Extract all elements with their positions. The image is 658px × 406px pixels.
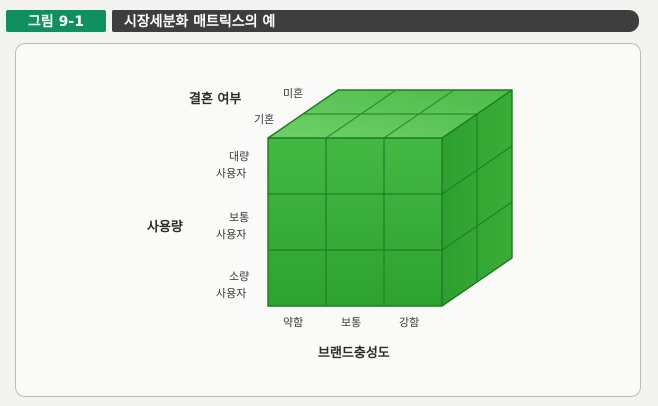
marriage-value-single: 미혼: [283, 87, 303, 100]
front-grid: [268, 138, 442, 306]
marriage-value-married: 기혼: [254, 113, 274, 126]
loyalty-axis-title: 브랜드충성도: [318, 345, 390, 361]
usage-heavy-line1: 대량: [229, 150, 249, 163]
figure-title: 시장세분화 매트릭스의 예: [112, 10, 639, 32]
loyalty-value-strong: 강함: [399, 316, 419, 329]
figure-number-badge: 그림 9-1: [6, 10, 106, 32]
top-grid: [303, 89, 477, 139]
cube-front-face: [268, 138, 442, 306]
marriage-axis-title: 결혼 여부: [189, 91, 241, 107]
cube-edges: [267, 89, 513, 307]
usage-medium-line2: 사용자: [216, 228, 246, 241]
loyalty-value-weak: 약함: [283, 315, 303, 329]
loyalty-value-medium: 보통: [341, 316, 361, 329]
usage-heavy-line2: 사용자: [216, 167, 246, 180]
side-grid: [441, 114, 513, 282]
usage-light-line1: 소량: [229, 270, 249, 283]
usage-axis-title: 사용량: [147, 219, 183, 235]
figure-header: 그림 9-1 시장세분화 매트릭스의 예: [6, 10, 639, 32]
usage-medium-line1: 보통: [229, 211, 249, 224]
usage-light-line2: 사용자: [216, 287, 246, 300]
